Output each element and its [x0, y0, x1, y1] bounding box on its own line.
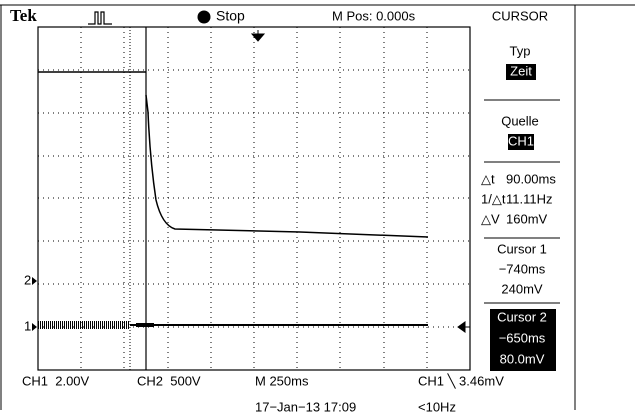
cursor-name: Cursor 1: [497, 241, 547, 256]
footer-ch1: CH1 2.00V: [22, 373, 90, 388]
readout-label: △V: [481, 211, 500, 226]
cursor-time: −740ms: [499, 261, 546, 276]
menu-label: Quelle: [501, 113, 539, 128]
ch1-trace: [145, 94, 429, 238]
value-highlight: [508, 134, 534, 150]
cursor-2-highlight: [490, 309, 556, 371]
cursor-name: Cursor 2: [497, 309, 547, 324]
readout-label: △t: [481, 171, 495, 186]
ch1-marker-arrow: [32, 323, 37, 331]
menu-value: CH1: [508, 133, 534, 148]
brand: Tek: [10, 6, 37, 25]
ch2-marker: 2: [24, 272, 31, 287]
readout-value: 160mV: [506, 211, 548, 226]
position: M Pos: 0.000s: [332, 8, 416, 23]
ch1-blob: [136, 323, 154, 327]
trigger-level-arrow: [457, 321, 470, 333]
menu-value: Zeit: [510, 63, 532, 78]
trigger-icon: [88, 11, 112, 25]
readout-value: 11.11Hz: [506, 191, 553, 206]
menu-title: CURSOR: [492, 8, 548, 23]
graticule: [37, 26, 471, 371]
cursor-time: −650ms: [499, 330, 546, 345]
cursor-voltage: 240mV: [501, 281, 543, 296]
menu-dividers: [484, 99, 560, 304]
ch1-marker: 1: [24, 318, 31, 333]
trigger-position-arrow: [250, 30, 266, 42]
footer-date: 17−Jan−13 17:09: [255, 399, 356, 414]
readout-value: 90.00ms: [506, 171, 556, 186]
stop-dot: [197, 10, 211, 24]
run-status: Stop: [216, 8, 245, 24]
readout-label: 1/△t: [481, 191, 506, 206]
cursor-voltage: 80.0mV: [500, 351, 545, 366]
value-highlight: [506, 64, 536, 80]
footer-ch2: CH2 500V: [137, 373, 201, 388]
footer-timebase: M 250ms: [255, 373, 309, 388]
footer-trigger: CH1 ╲ 3.46mV: [418, 372, 504, 389]
menu-label: Typ: [510, 43, 531, 58]
ch2-marker-arrow: [32, 277, 37, 285]
footer-frequency: <10Hz: [418, 399, 456, 414]
